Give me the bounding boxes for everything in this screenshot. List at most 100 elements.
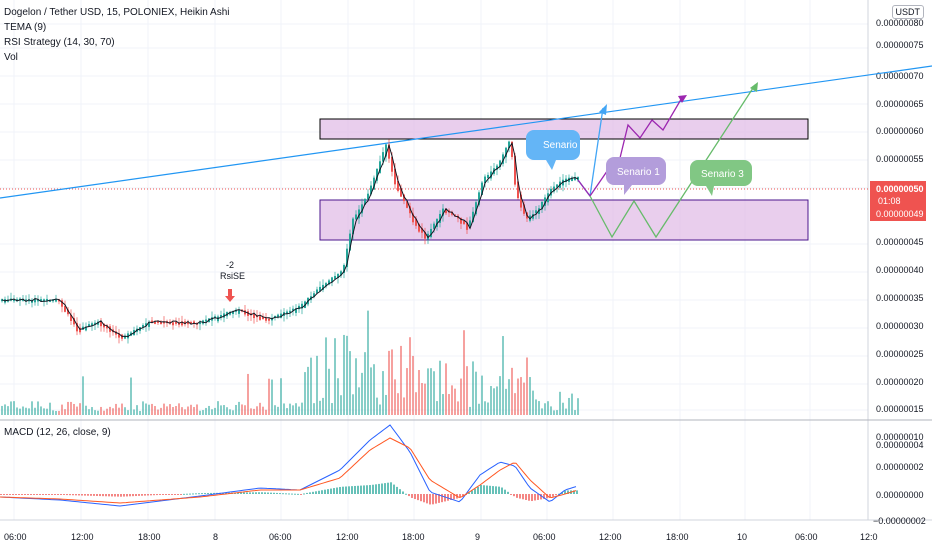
volume-bar xyxy=(199,410,201,415)
currency-badge[interactable]: USDT xyxy=(891,5,924,19)
volume-bar xyxy=(109,406,111,415)
macd-histogram-bar xyxy=(54,494,56,495)
macd-histogram-bar xyxy=(150,494,152,496)
macd-title[interactable]: MACD (12, 26, close, 9) xyxy=(4,427,111,438)
candle-body xyxy=(292,308,294,311)
volume-bar xyxy=(409,337,411,415)
indicator-rsi-strategy[interactable]: RSI Strategy (14, 30, 70) xyxy=(4,37,115,48)
volume-bar xyxy=(400,345,402,415)
candle-body xyxy=(517,181,519,199)
macd-histogram-bar xyxy=(294,493,296,495)
volume-bar xyxy=(523,382,525,415)
volume-bar xyxy=(421,383,423,415)
volume-bar xyxy=(220,405,222,415)
candle-body xyxy=(505,147,507,158)
macd-histogram-bar xyxy=(21,494,23,495)
candle-body xyxy=(100,321,102,327)
time-tick: 12:00 xyxy=(599,532,622,542)
volume-bar xyxy=(310,357,312,415)
secondary-price-label: 0.00000049 xyxy=(876,209,924,219)
volume-bar xyxy=(481,375,483,415)
candle-body xyxy=(322,284,324,291)
candle-body xyxy=(550,188,552,196)
macd-histogram-bar xyxy=(405,493,407,495)
candle-body xyxy=(499,160,501,168)
macd-histogram-bar xyxy=(573,490,575,494)
support-zone[interactable] xyxy=(319,199,809,241)
volume-bar xyxy=(271,379,273,415)
scenario3-path[interactable] xyxy=(589,84,756,239)
volume-bar xyxy=(532,390,534,415)
macd-histogram-bar xyxy=(30,494,32,495)
candle-body xyxy=(343,264,345,273)
volume-bar xyxy=(94,410,96,415)
candle-body xyxy=(532,214,534,219)
scenario1-path[interactable] xyxy=(577,95,684,198)
indicator-tema[interactable]: TEMA (9) xyxy=(4,22,47,33)
volume-bar xyxy=(463,330,465,415)
candle-body xyxy=(379,161,381,173)
macd-histogram-bar xyxy=(237,492,239,494)
volume-bar xyxy=(376,397,378,415)
volume-bar xyxy=(418,370,420,415)
macd-histogram-bar xyxy=(300,494,302,495)
price-axis[interactable]: 0.00000080 0.00000075 0.00000070 0.00000… xyxy=(876,18,924,442)
time-axis[interactable]: 06:00 12:00 18:00 8 06:00 12:00 18:00 9 … xyxy=(4,532,878,542)
macd-histogram-bar xyxy=(396,486,398,494)
scenario1-callout[interactable] xyxy=(606,157,666,195)
candle-body xyxy=(340,271,342,276)
macd-histogram-bar xyxy=(192,493,194,495)
macd-histogram-bar xyxy=(495,486,497,494)
macd-histogram-bar xyxy=(72,494,74,496)
macd-histogram-bar xyxy=(288,493,290,495)
macd-histogram-bar xyxy=(375,484,377,494)
candle-body xyxy=(187,321,189,325)
candle-body xyxy=(355,214,357,220)
volume-bar xyxy=(58,410,60,415)
volume-bar xyxy=(502,336,504,415)
scenario3-callout[interactable] xyxy=(690,160,752,196)
macd-histogram-bar xyxy=(111,494,113,497)
chart-legend[interactable]: Dogelon / Tether USD, 15, POLONIEX, Heik… xyxy=(4,5,229,65)
price-tick: 0.00000030 xyxy=(876,321,924,331)
volume-bar xyxy=(289,403,291,415)
volume-bar xyxy=(265,409,267,415)
scenario2-callout[interactable] xyxy=(526,130,580,170)
macd-histogram-bar xyxy=(177,494,179,495)
candle-body xyxy=(565,178,567,182)
volume-bar xyxy=(487,402,489,415)
macd-histogram-bar xyxy=(567,490,569,494)
time-tick: 12:0 xyxy=(860,532,878,542)
macd-histogram-bar xyxy=(309,492,311,494)
candle-body xyxy=(574,176,576,181)
volume-bar xyxy=(130,377,132,415)
candle-body xyxy=(553,186,555,192)
macd-histogram-bar xyxy=(12,494,14,495)
macd-histogram-bar xyxy=(381,483,383,494)
macd-histogram-bar xyxy=(117,494,119,497)
candle-body xyxy=(94,322,96,325)
macd-tick: 0.00000002 xyxy=(876,462,924,472)
volume-bar xyxy=(10,401,12,415)
candle-body xyxy=(442,208,444,216)
candle-body xyxy=(91,323,93,326)
macd-histogram-bar xyxy=(276,492,278,494)
volume-bar xyxy=(340,395,342,415)
macd-histogram-bar xyxy=(351,486,353,494)
volume-bar xyxy=(562,402,564,415)
candle-body xyxy=(286,311,288,315)
macd-histogram-bar xyxy=(69,494,71,496)
macd-histogram-bar xyxy=(33,494,35,495)
macd-histogram-bar xyxy=(471,490,473,494)
candle-body xyxy=(556,184,558,188)
ascending-trendline[interactable] xyxy=(0,65,932,199)
indicator-volume[interactable]: Vol xyxy=(4,52,18,63)
candle-body xyxy=(475,202,477,215)
candle-body xyxy=(430,228,432,238)
volume-bar xyxy=(55,410,57,415)
volume-bar xyxy=(238,401,240,415)
volume-bar xyxy=(82,376,84,415)
time-tick: 18:00 xyxy=(402,532,425,542)
macd-axis[interactable]: 0.00000004 0.00000002 0.00000000 −0.0000… xyxy=(873,440,926,526)
